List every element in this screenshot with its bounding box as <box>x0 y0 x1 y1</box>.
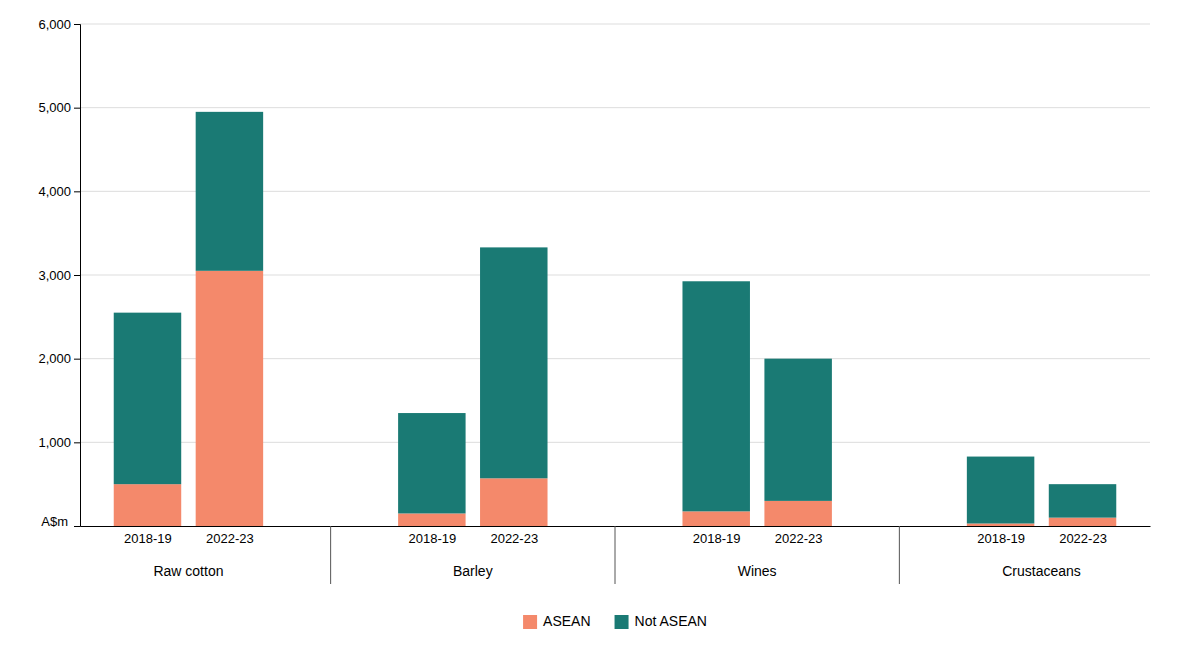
group-labels: Raw cotton Barley Wines Crustaceans <box>153 563 1080 579</box>
x-tick: 2018-19 <box>408 531 456 546</box>
x-tick-label: 2022-23 <box>206 531 254 546</box>
group-separators <box>331 526 900 584</box>
bar-segment <box>967 457 1034 524</box>
bars <box>114 112 1117 526</box>
y-tick-label: 4,000 <box>38 184 71 199</box>
legend-label: ASEAN <box>543 613 590 629</box>
plot: 1,000 2,000 3,000 4,000 5,000 6,000 A$m 2018-19… <box>38 17 1150 629</box>
bar-segment <box>967 523 1034 526</box>
x-tick-label: 2018-19 <box>693 531 741 546</box>
y-tick: 4,000 <box>38 184 80 199</box>
y-axis-label: A$m <box>41 514 68 529</box>
x-tick: 2022-23 <box>1059 531 1107 546</box>
group-separator <box>330 526 331 584</box>
bar-segment <box>682 281 749 511</box>
grid-line <box>80 24 1150 25</box>
x-tick: 2018-19 <box>693 531 741 546</box>
group-separator <box>615 526 616 584</box>
legend-label: Not ASEAN <box>635 613 707 629</box>
bar-segment <box>480 478 547 526</box>
x-tick: 2018-19 <box>977 531 1025 546</box>
legend-swatch <box>523 615 537 629</box>
y-tick-label: 1,000 <box>38 435 71 450</box>
bar-segment <box>196 112 263 271</box>
legend: ASEAN Not ASEAN <box>523 613 707 629</box>
y-tick-label: 5,000 <box>38 100 71 115</box>
bar-segment <box>114 484 181 526</box>
x-tick: 2022-23 <box>490 531 538 546</box>
x-tick-label: 2018-19 <box>977 531 1025 546</box>
x-tick-label: 2022-23 <box>775 531 823 546</box>
legend-swatch <box>615 615 629 629</box>
y-tick-mark <box>74 359 80 360</box>
series-1 <box>114 112 1117 524</box>
bar-segment <box>398 413 465 513</box>
x-tick-label: 2018-19 <box>408 531 456 546</box>
bar-segment <box>764 501 831 526</box>
y-tick-mark <box>74 108 80 109</box>
group-label: Raw cotton <box>153 563 223 579</box>
y-tick: 2,000 <box>38 351 80 366</box>
bar-segment <box>682 511 749 526</box>
group-separator <box>899 526 900 584</box>
legend-item: Not ASEAN <box>615 613 707 629</box>
y-tick: 6,000 <box>38 17 80 32</box>
series-0 <box>114 271 1117 526</box>
chart: 1,000 2,000 3,000 4,000 5,000 6,000 A$m 2018-19… <box>0 0 1180 666</box>
y-tick-mark <box>74 275 80 276</box>
bar-segment <box>480 247 547 478</box>
x-tick: 2022-23 <box>775 531 823 546</box>
bar-segment <box>196 271 263 526</box>
y-tick-mark <box>74 191 80 192</box>
y-axis-line <box>74 25 81 527</box>
y-tick-label: 3,000 <box>38 268 71 283</box>
y-axis: 1,000 2,000 3,000 4,000 5,000 6,000 <box>38 17 80 527</box>
x-tick-label: 2018-19 <box>124 531 172 546</box>
group-label: Crustaceans <box>1002 563 1081 579</box>
bar-segment <box>114 313 181 485</box>
y-tick-label: 2,000 <box>38 351 71 366</box>
x-tick: 2022-23 <box>206 531 254 546</box>
bar-segment <box>1049 518 1116 526</box>
y-tick: 3,000 <box>38 268 80 283</box>
y-tick-mark <box>74 24 80 25</box>
group-label: Wines <box>738 563 777 579</box>
y-tick: 5,000 <box>38 100 80 115</box>
bar-segment <box>398 513 465 526</box>
x-tick-label: 2022-23 <box>1059 531 1107 546</box>
x-tick: 2018-19 <box>124 531 172 546</box>
bar-segment <box>764 359 831 501</box>
x-tick-label: 2022-23 <box>490 531 538 546</box>
y-tick-mark <box>74 442 80 443</box>
legend-item: ASEAN <box>523 613 590 629</box>
y-tick-label: 6,000 <box>38 17 71 32</box>
grid-line <box>80 107 1150 108</box>
group-label: Barley <box>453 563 493 579</box>
chart-container: 1,000 2,000 3,000 4,000 5,000 6,000 A$m 2018-19… <box>0 0 1180 666</box>
y-tick: 1,000 <box>38 435 80 450</box>
bar-segment <box>1049 484 1116 517</box>
